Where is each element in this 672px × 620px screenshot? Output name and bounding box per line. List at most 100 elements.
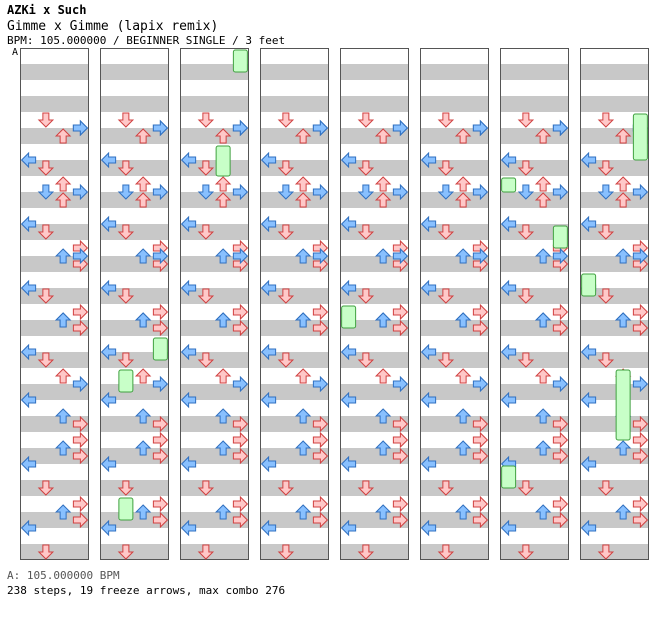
arrow-shape xyxy=(277,352,295,368)
beat-band xyxy=(100,96,169,112)
arrow-shape xyxy=(420,455,437,473)
down-arrow xyxy=(517,160,535,176)
down-arrow xyxy=(277,160,295,176)
arrow-shape xyxy=(197,224,215,240)
up-arrow xyxy=(294,248,312,264)
right-arrow xyxy=(632,303,649,321)
beat-band xyxy=(340,224,409,240)
beat-band xyxy=(260,320,329,336)
beat-band xyxy=(580,480,649,496)
arrow-shape xyxy=(472,431,489,449)
arrow-shape xyxy=(214,312,232,328)
arrow-shape xyxy=(340,151,357,169)
beat-band xyxy=(100,512,169,528)
beat-band xyxy=(20,416,89,432)
arrow-shape xyxy=(260,519,277,537)
beat-band xyxy=(100,480,169,496)
left-arrow xyxy=(20,215,37,233)
arrow-shape xyxy=(152,319,169,337)
beat-band xyxy=(100,288,169,304)
up-arrow xyxy=(294,192,312,208)
beat-band xyxy=(580,448,649,464)
arrow-shape xyxy=(312,247,329,265)
left-arrow xyxy=(420,279,437,297)
right-arrow xyxy=(232,319,249,337)
arrow-shape xyxy=(552,319,569,337)
arrow-shape xyxy=(72,183,89,201)
arrow-shape xyxy=(454,248,472,264)
left-arrow xyxy=(340,343,357,361)
beat-band xyxy=(20,512,89,528)
up-arrow xyxy=(374,368,392,384)
right-arrow xyxy=(472,303,489,321)
right-arrow xyxy=(232,447,249,465)
beat-band xyxy=(260,352,329,368)
beat-band xyxy=(100,160,169,176)
arrow-shape xyxy=(534,192,552,208)
beat-band xyxy=(340,352,409,368)
up-arrow xyxy=(134,504,152,520)
left-arrow xyxy=(420,151,437,169)
arrow-shape xyxy=(472,247,489,265)
beat-band xyxy=(420,64,489,80)
right-arrow xyxy=(72,303,89,321)
arrow-shape xyxy=(552,303,569,321)
up-arrow xyxy=(134,128,152,144)
arrow-shape xyxy=(20,391,37,409)
column-border xyxy=(20,48,89,560)
arrow-shape xyxy=(294,176,312,192)
arrow-shape xyxy=(54,312,72,328)
beat-band xyxy=(340,288,409,304)
arrow-shape xyxy=(214,368,232,384)
arrow-shape xyxy=(72,303,89,321)
right-arrow xyxy=(232,431,249,449)
arrow-shape xyxy=(294,368,312,384)
arrow-shape xyxy=(454,504,472,520)
left-arrow xyxy=(340,519,357,537)
left-arrow xyxy=(20,519,37,537)
arrow-shape xyxy=(500,519,517,537)
arrow-shape xyxy=(37,480,55,496)
beat-band xyxy=(100,128,169,144)
beat-band xyxy=(20,64,89,80)
beat-band xyxy=(500,384,569,400)
up-arrow xyxy=(454,192,472,208)
arrow-shape xyxy=(312,303,329,321)
beat-band xyxy=(180,160,249,176)
beat-band xyxy=(340,160,409,176)
right-arrow xyxy=(392,431,409,449)
arrow-shape xyxy=(277,544,295,560)
arrow-shape xyxy=(117,352,135,368)
arrow-shape xyxy=(294,192,312,208)
arrow-shape xyxy=(534,248,552,264)
down-arrow xyxy=(437,184,455,200)
beat-band xyxy=(20,224,89,240)
arrow-shape xyxy=(72,511,89,529)
right-arrow xyxy=(312,319,329,337)
arrow-shape xyxy=(392,183,409,201)
up-arrow xyxy=(214,248,232,264)
beat-band xyxy=(420,288,489,304)
arrow-shape xyxy=(597,184,615,200)
arrow-shape xyxy=(580,455,597,473)
up-arrow xyxy=(534,248,552,264)
arrow-shape xyxy=(420,519,437,537)
beat-band xyxy=(100,320,169,336)
down-arrow xyxy=(597,288,615,304)
arrow-shape xyxy=(357,352,375,368)
arrow-shape xyxy=(100,519,117,537)
arrow-shape xyxy=(552,375,569,393)
arrow-shape xyxy=(72,119,89,137)
right-arrow xyxy=(632,375,649,393)
left-arrow xyxy=(260,391,277,409)
arrow-shape xyxy=(232,247,249,265)
arrow-shape xyxy=(534,440,552,456)
down-arrow xyxy=(517,480,535,496)
arrow-shape xyxy=(277,184,295,200)
arrow-shape xyxy=(232,511,249,529)
down-arrow xyxy=(357,544,375,560)
arrow-shape xyxy=(117,224,135,240)
column-border xyxy=(500,48,569,560)
freeze-arrow xyxy=(501,465,517,489)
column-border xyxy=(260,48,329,560)
